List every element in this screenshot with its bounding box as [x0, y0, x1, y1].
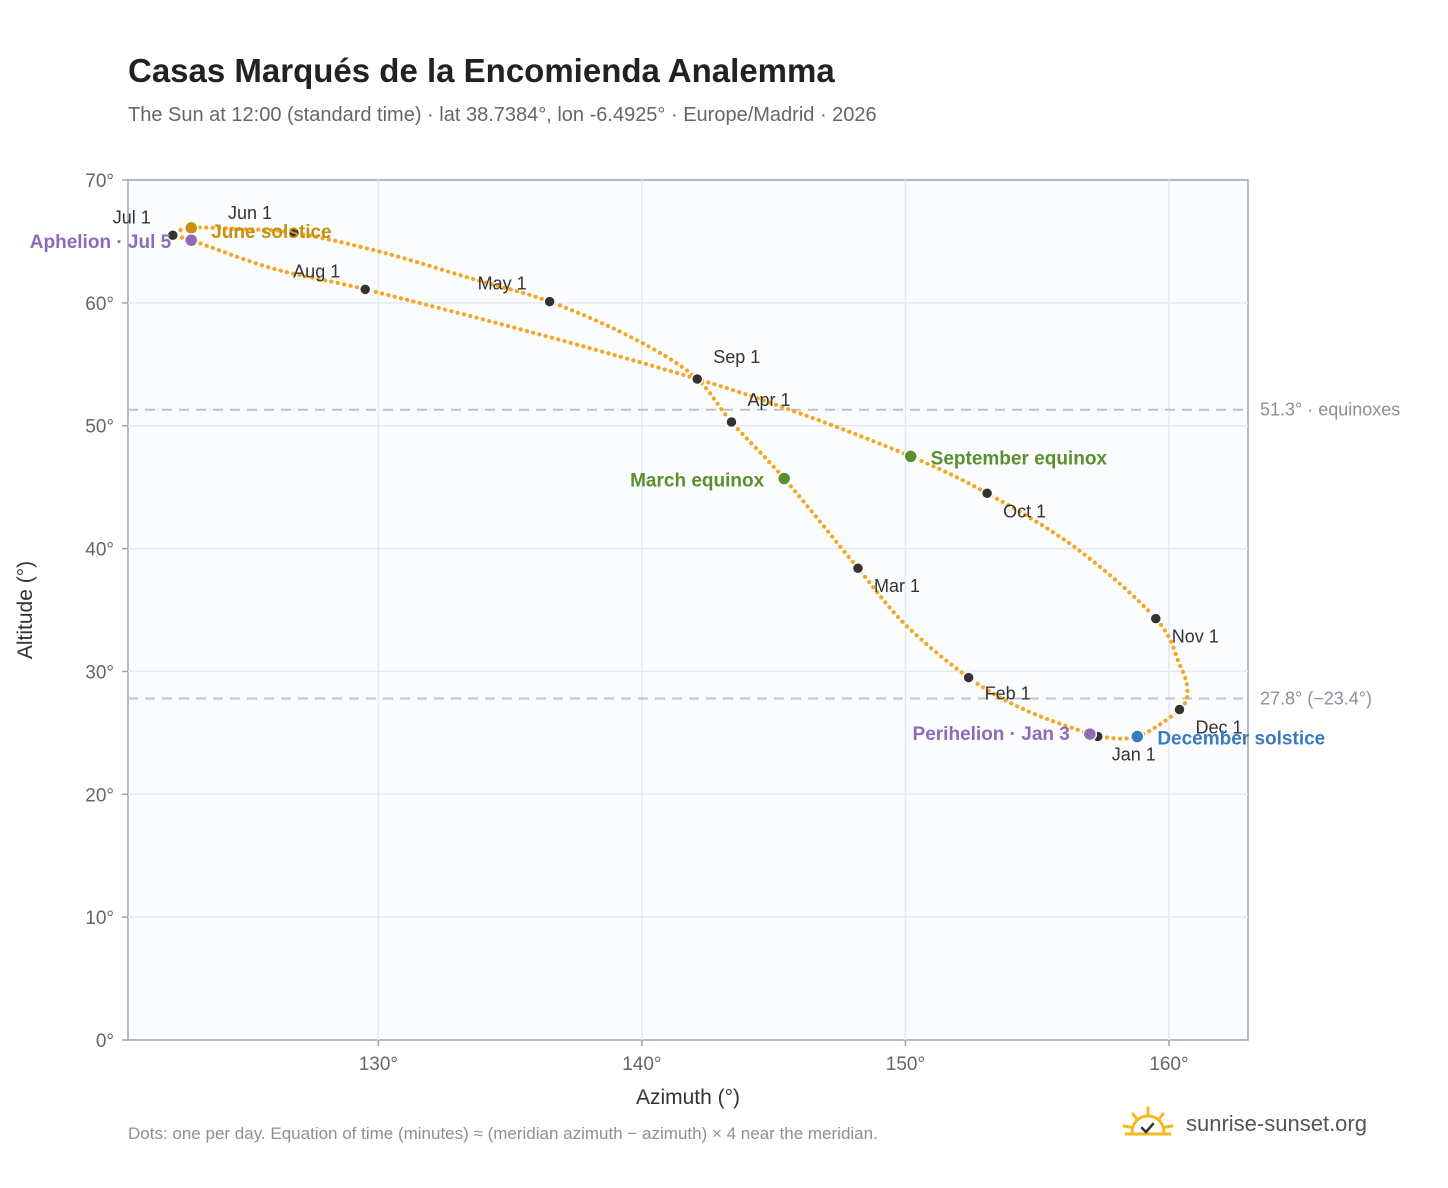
brand-text: sunrise-sunset.org [1186, 1111, 1367, 1136]
month-marker-label: Aug 1 [293, 261, 340, 281]
footnote: Dots: one per day. Equation of time (min… [128, 1124, 878, 1143]
y-tick-label: 20° [85, 785, 114, 806]
y-tick-label: 60° [85, 294, 114, 315]
event-label: June solstice [211, 222, 331, 243]
month-marker [287, 226, 301, 240]
chart-subtitle: The Sun at 12:00 (standard time) · lat 3… [128, 104, 877, 126]
event-marker [903, 449, 918, 464]
y-axis-label: Altitude (°) [14, 561, 37, 659]
y-tick-label: 70° [85, 171, 114, 192]
y-tick-label: 50° [85, 417, 114, 438]
event-label: Aphelion · Jul 5 [30, 232, 172, 253]
month-marker-label: Jun 1 [228, 203, 272, 223]
month-marker-label: Oct 1 [1003, 501, 1046, 521]
x-tick-label: 140° [622, 1054, 661, 1075]
month-marker [690, 372, 704, 386]
sun-logo-icon [1122, 1106, 1174, 1136]
event-label: December solstice [1157, 729, 1325, 750]
event-label: Perihelion · Jan 3 [913, 724, 1070, 745]
x-tick-label: 130° [359, 1054, 398, 1075]
month-marker-label: Apr 1 [747, 390, 790, 410]
brand-logo: sunrise-sunset.org [1120, 1102, 1367, 1146]
x-tick-label: 160° [1149, 1054, 1188, 1075]
event-label: March equinox [630, 471, 765, 492]
reference-line-label: 27.8° (−23.4°) [1260, 688, 1372, 708]
month-marker [358, 283, 372, 296]
month-marker [543, 295, 556, 308]
y-tick-label: 40° [85, 540, 114, 561]
chart-title: Casas Marqués de la Encomienda Analemma [128, 52, 835, 89]
event-marker [1130, 729, 1145, 744]
month-marker-label: Jul 1 [113, 207, 151, 227]
event-marker [183, 232, 199, 248]
month-marker-label: Nov 1 [1172, 627, 1219, 647]
month-marker-label: Mar 1 [874, 576, 920, 596]
event-label: September equinox [931, 448, 1108, 469]
axis-ticks: 130° 140° 150° 160° 0° 10° 20° 30° 40° 50° 60° 70° [85, 171, 1188, 1075]
month-markers: Jan 1 Feb 1 Mar 1 Apr 1 May 1 Jun 1 Jul 1 Aug 1… [113, 203, 1243, 765]
month-marker [1149, 612, 1163, 625]
reference-line-label: 51.3° · equinoxes [1260, 400, 1400, 420]
month-marker-label: Feb 1 [985, 684, 1031, 704]
month-marker-label: Sep 1 [713, 347, 760, 367]
event-marker [1082, 726, 1098, 742]
grid [128, 180, 1248, 1040]
month-marker-label: Dec 1 [1195, 718, 1242, 738]
reference-lines: 51.3° · equinoxes 27.8° (−23.4°) [128, 400, 1400, 708]
y-tick-label: 0° [96, 1031, 114, 1052]
event-markers: June solstice December solstice March equi… [30, 220, 1325, 750]
y-tick-label: 30° [85, 662, 114, 683]
event-marker [776, 471, 792, 486]
month-marker-label: May 1 [478, 274, 527, 294]
month-marker [980, 487, 994, 500]
month-marker [166, 229, 180, 242]
month-marker [725, 415, 738, 429]
x-axis-label: Azimuth (°) [636, 1086, 740, 1109]
month-marker [962, 671, 975, 684]
x-tick-label: 150° [886, 1054, 925, 1075]
plot-area [127, 179, 1249, 1041]
month-marker-label: Jan 1 [1112, 745, 1156, 765]
month-marker [1173, 703, 1186, 716]
event-marker [183, 220, 199, 236]
y-tick-label: 10° [85, 908, 114, 929]
month-marker [851, 561, 865, 575]
